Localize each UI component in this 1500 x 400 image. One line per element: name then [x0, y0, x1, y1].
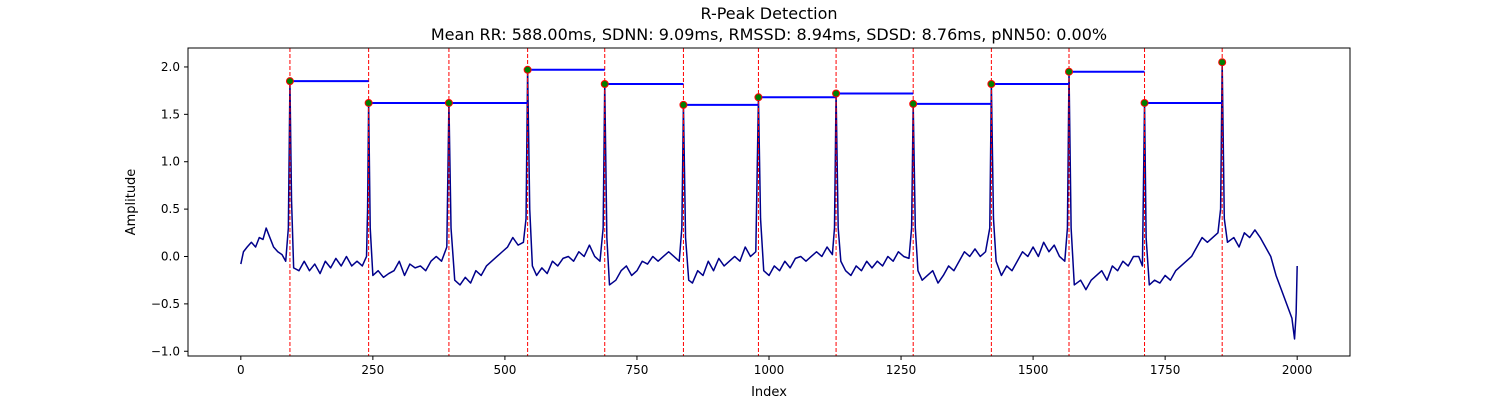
r-peak-point	[600, 80, 609, 89]
r-peak-point	[832, 89, 841, 98]
y-axis-label: Amplitude	[124, 169, 139, 236]
y-axis: −1.0 −0.5 0.0 0.5 1.0 1.5 2.0	[151, 60, 188, 358]
x-tick-label: 750	[626, 363, 649, 377]
x-tick-label: 1250	[886, 363, 917, 377]
r-peak-point	[285, 77, 294, 86]
r-peak-point	[909, 99, 918, 108]
r-peak-point	[523, 65, 532, 74]
x-tick-label: 500	[493, 363, 516, 377]
y-tick-label: −1.0	[151, 344, 180, 358]
r-peak-point	[364, 98, 373, 107]
r-peak-point	[1218, 58, 1227, 67]
r-peak-point	[987, 80, 996, 89]
r-peak-point	[1065, 67, 1074, 76]
ecg-signal-line	[240, 61, 1298, 340]
y-tick-label: 1.5	[161, 107, 180, 121]
x-tick-label: 250	[361, 363, 384, 377]
y-tick-label: 1.0	[161, 155, 180, 169]
y-tick-label: 2.0	[161, 60, 180, 74]
x-tick-label: 2000	[1282, 363, 1313, 377]
x-axis-label: Index	[751, 385, 787, 400]
y-tick-label: 0.5	[161, 202, 180, 216]
x-tick-label: 1500	[1018, 363, 1049, 377]
r-peak-point	[679, 100, 688, 109]
plot-area	[240, 48, 1298, 356]
chart-subtitle: Mean RR: 588.00ms, SDNN: 9.09ms, RMSSD: …	[431, 25, 1107, 44]
y-tick-label: 0.0	[161, 249, 180, 263]
chart-title: R-Peak Detection	[700, 4, 837, 23]
x-axis: 0 250 500 750 1000 1250 1500 1750 2000	[237, 356, 1312, 377]
axes-frame	[187, 47, 1351, 357]
x-tick-label: 0	[237, 363, 245, 377]
r-peak-point	[1140, 98, 1149, 107]
r-peak-point	[754, 93, 763, 102]
x-tick-label: 1750	[1150, 363, 1181, 377]
y-tick-label: −0.5	[151, 297, 180, 311]
x-tick-label: 1000	[754, 363, 785, 377]
r-peak-point	[444, 98, 453, 107]
